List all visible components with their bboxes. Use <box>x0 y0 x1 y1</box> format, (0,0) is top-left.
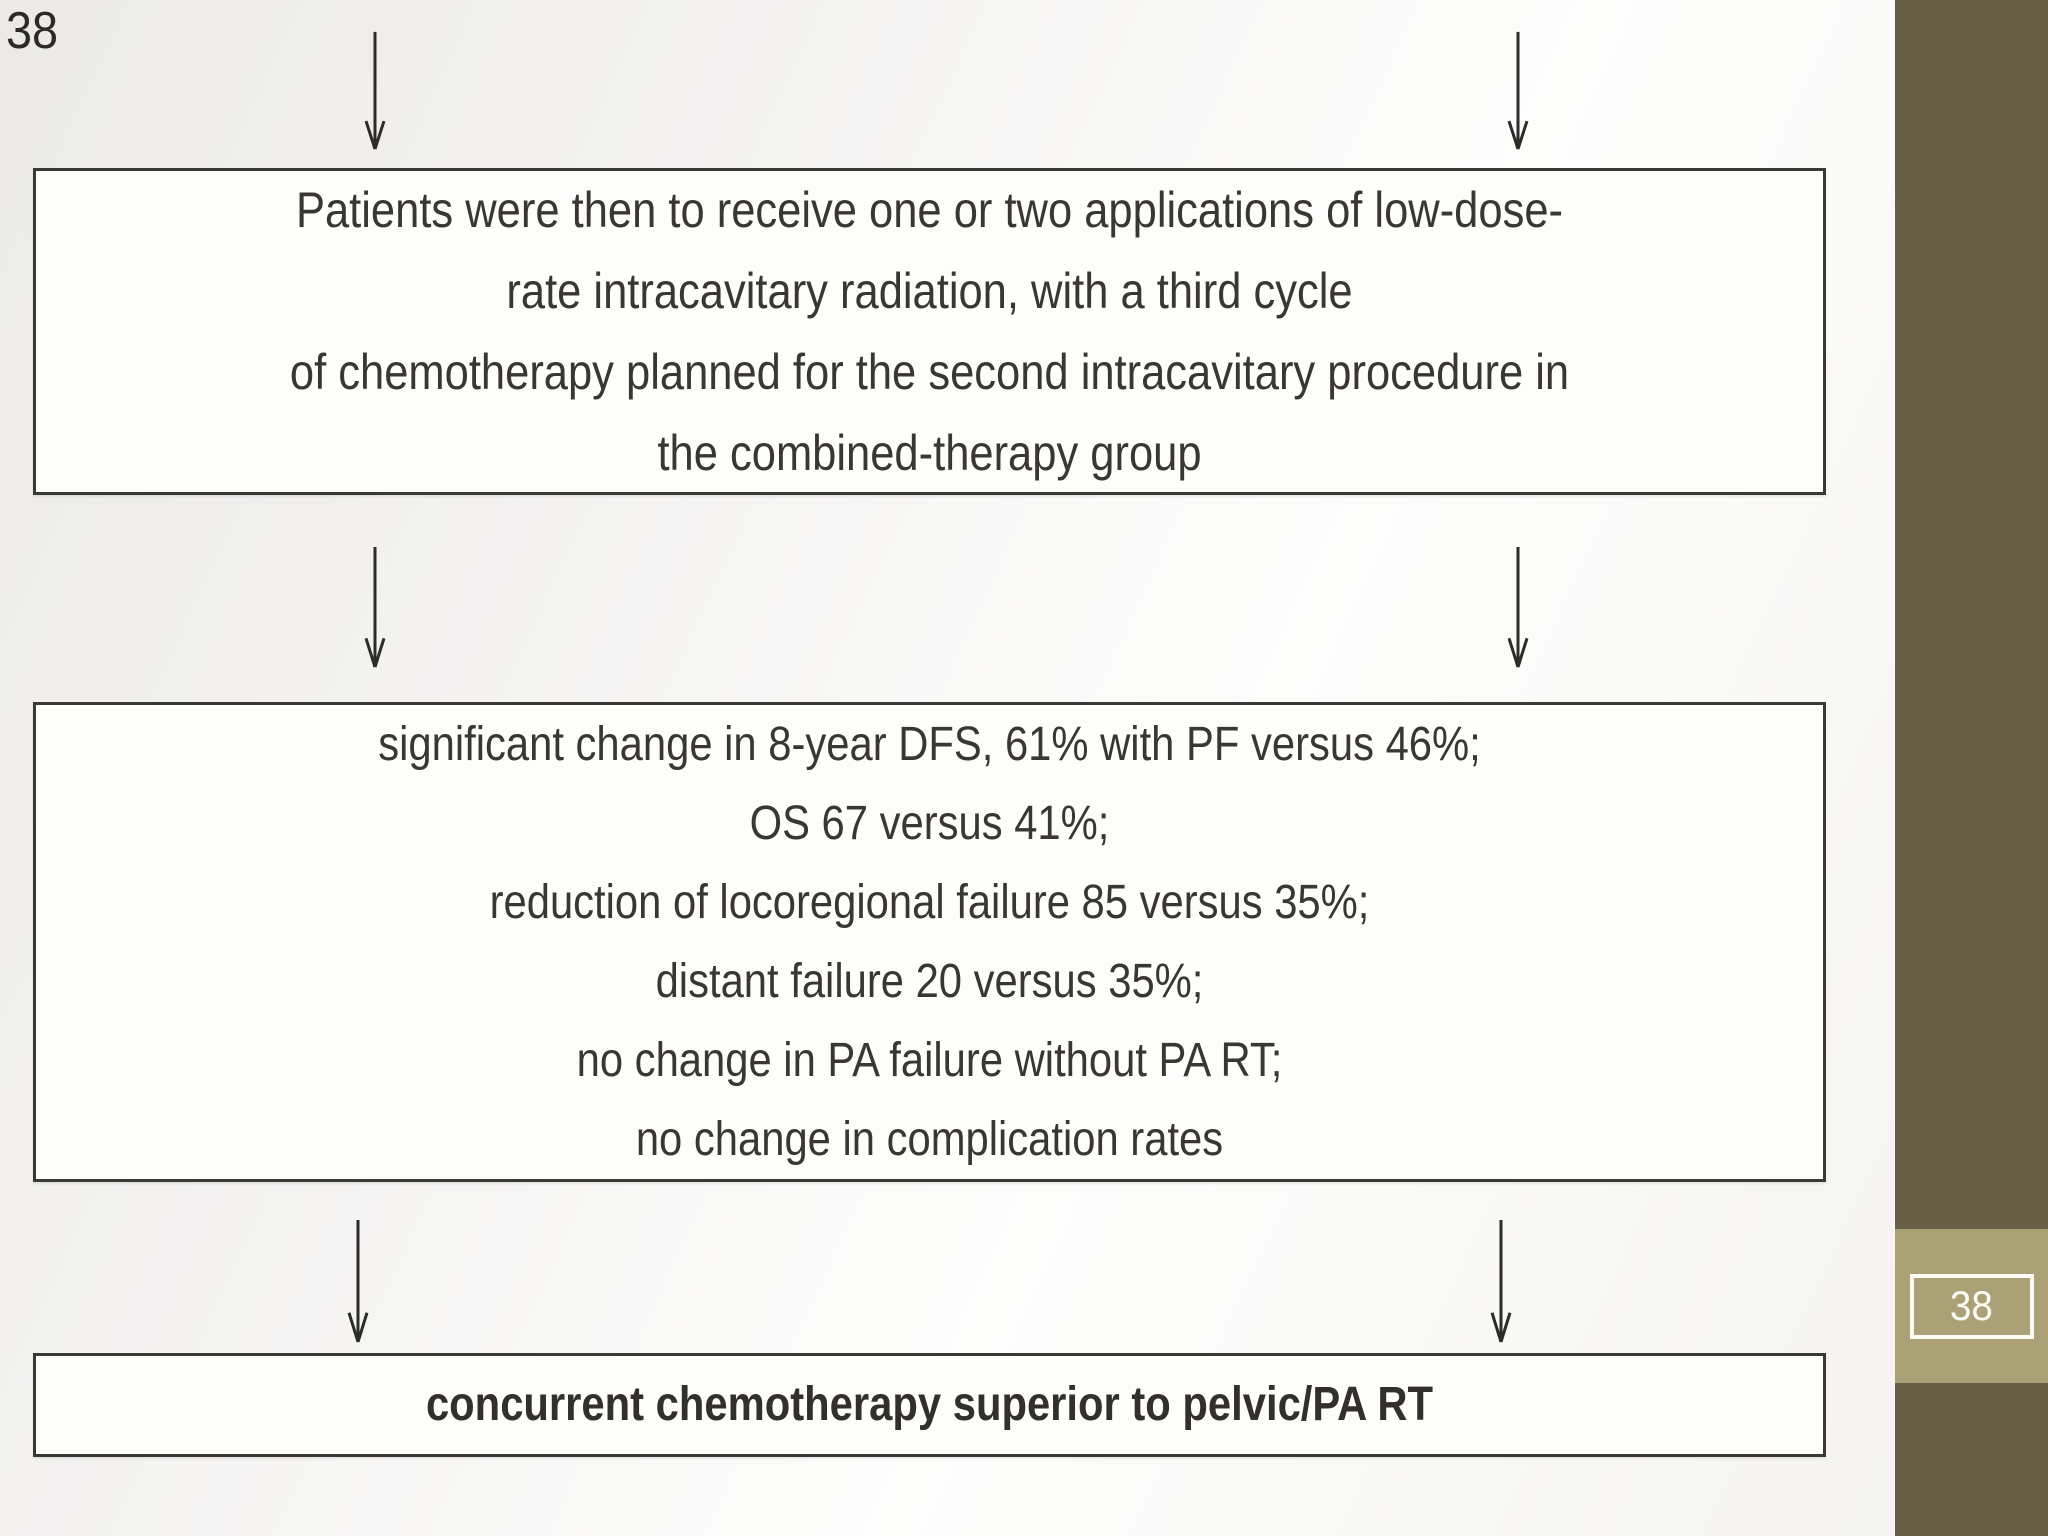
box2-line-6: no change in complication rates <box>635 1113 1224 1166</box>
arrow-down-icon <box>364 31 386 150</box>
flowchart-box-conclusion: concurrent chemotherapy superior to pelv… <box>33 1353 1826 1457</box>
flowchart-box-treatment: Patients were then to receive one or two… <box>33 168 1826 495</box>
box1-line-2: rate intracavitary radiation, with a thi… <box>506 262 1353 319</box>
box2-line-2: OS 67 versus 41%; <box>749 797 1110 850</box>
arrow-down-icon <box>1507 546 1529 668</box>
sidebar-band-highlight: 38 <box>1895 1229 2048 1383</box>
box1-line-1: Patients were then to receive one or two… <box>295 181 1564 238</box>
box2-line-5: no change in PA failure without PA RT; <box>576 1034 1283 1087</box>
box2-line-1: significant change in 8-year DFS, 61% wi… <box>378 718 1481 771</box>
arrow-down-icon <box>1490 1220 1512 1343</box>
arrow-down-icon <box>364 546 386 668</box>
box1-line-3: of chemotherapy planned for the second i… <box>289 343 1570 400</box>
box3-conclusion-text: concurrent chemotherapy superior to pelv… <box>425 1378 1434 1431</box>
sidebar-band: 38 <box>1895 0 2048 1536</box>
slide-number-badge-text: 38 <box>1950 1282 1993 1329</box>
arrow-down-icon <box>1507 31 1529 150</box>
slide-number: 38 <box>6 2 59 60</box>
arrow-down-icon <box>347 1220 369 1343</box>
slide-number-badge: 38 <box>1909 1273 2034 1339</box>
box2-line-3: reduction of locoregional failure 85 ver… <box>489 876 1370 929</box>
box2-line-4: distant failure 20 versus 35%; <box>655 955 1204 1008</box>
box1-line-4: the combined-therapy group <box>657 424 1202 481</box>
flowchart-box-results: significant change in 8-year DFS, 61% wi… <box>33 702 1826 1182</box>
